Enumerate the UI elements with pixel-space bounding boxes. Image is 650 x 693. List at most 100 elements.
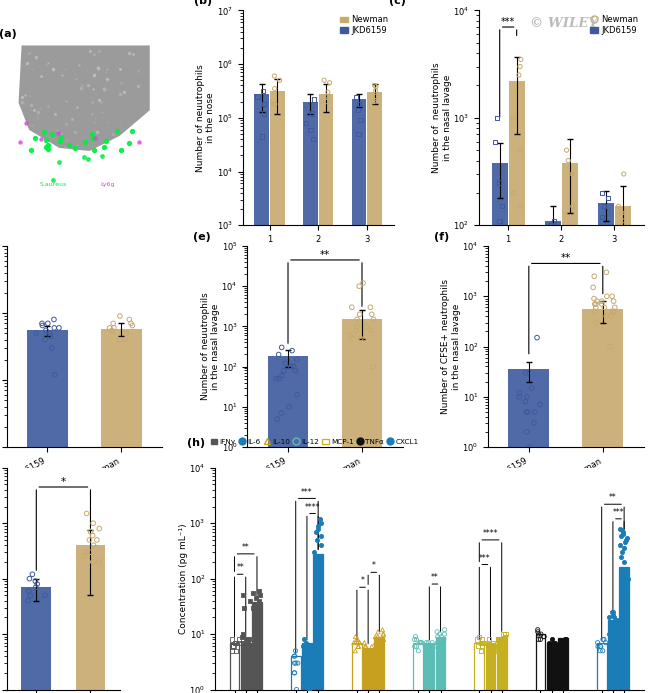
Point [301,637,311,648]
Point [599,302,610,313]
Point [508,112,518,123]
Point [532,626,543,638]
Point [546,220,556,231]
Point [619,543,629,554]
Point [370,81,381,92]
Point [313,520,323,532]
Point [597,296,607,307]
Point [24,573,34,584]
Point [610,302,620,313]
Y-axis label: Concentration (pg mL⁻¹): Concentration (pg mL⁻¹) [179,523,188,634]
X-axis label: Days post infection: Days post infection [514,249,608,259]
Bar [436,637,445,693]
Point [618,216,628,227]
Point [614,201,624,212]
Point [304,641,314,652]
Point [556,645,566,656]
Point [543,225,553,236]
Point [308,134,318,145]
Point [597,299,607,310]
Point [312,534,322,545]
Point [368,361,378,372]
Point [604,620,615,631]
Y-axis label: Number of  neuutrophils
in the nasal lavage: Number of neuutrophils in the nasal lava… [432,62,452,173]
Point [495,225,505,236]
Point [239,590,249,601]
Point [423,645,434,656]
Point [227,645,237,656]
Point [616,551,626,562]
Point [284,401,294,412]
Point [270,83,280,94]
Point [549,645,560,656]
Point [473,641,483,652]
Point [54,322,64,333]
Point [252,598,263,609]
Point [369,80,380,91]
Point [23,595,33,606]
Point [597,187,607,198]
Point [500,629,511,640]
Point [417,637,427,648]
Point [30,576,40,587]
Point [43,139,53,150]
Point [491,112,502,123]
Point [44,143,54,155]
Point [354,637,365,648]
Point [561,641,571,652]
Point [354,281,365,292]
Bar [508,369,549,693]
Point [101,136,112,147]
Point [274,349,284,360]
Legend: Newman, JKD6159: Newman, JKD6159 [339,15,389,36]
Point [490,230,501,241]
Point [316,518,326,529]
Point [115,144,125,155]
Point [589,293,599,304]
Point [545,641,555,652]
Point [253,612,263,623]
Text: S.aureus: S.aureus [40,182,67,187]
Point [611,619,621,630]
Point [606,306,617,317]
Point [477,637,488,648]
Point [228,641,239,652]
Point [549,641,560,652]
Point [302,641,313,652]
Point [495,645,505,656]
Point [608,606,618,617]
Point [535,399,545,410]
Point [120,334,131,345]
Point [107,325,117,336]
Point [346,333,357,344]
Point [244,634,255,645]
Point [373,626,384,638]
Point [563,155,573,166]
Point [231,637,241,648]
Point [353,105,363,116]
Point [567,201,578,212]
Point [550,637,560,648]
Point [237,637,248,648]
Point [415,637,426,648]
Point [322,91,333,102]
Bar [27,331,68,693]
Point [84,534,95,545]
Point [494,216,504,227]
Point [31,581,41,593]
Point [378,634,389,645]
Point [124,314,135,325]
Point [533,634,543,645]
Point [38,126,49,137]
Point [528,417,539,428]
Point [88,556,98,568]
Point [238,629,248,640]
Point [439,624,450,635]
Point [490,136,501,147]
Point [40,134,51,146]
Point [612,615,622,626]
Bar [491,163,508,693]
Point [616,530,626,541]
Bar [598,203,614,693]
Legend: IFNγ, IL-6, IL-10, IL-12, MCP-1, TNFα, CXCL1: IFNγ, IL-6, IL-10, IL-12, MCP-1, TNFα, C… [210,438,419,446]
